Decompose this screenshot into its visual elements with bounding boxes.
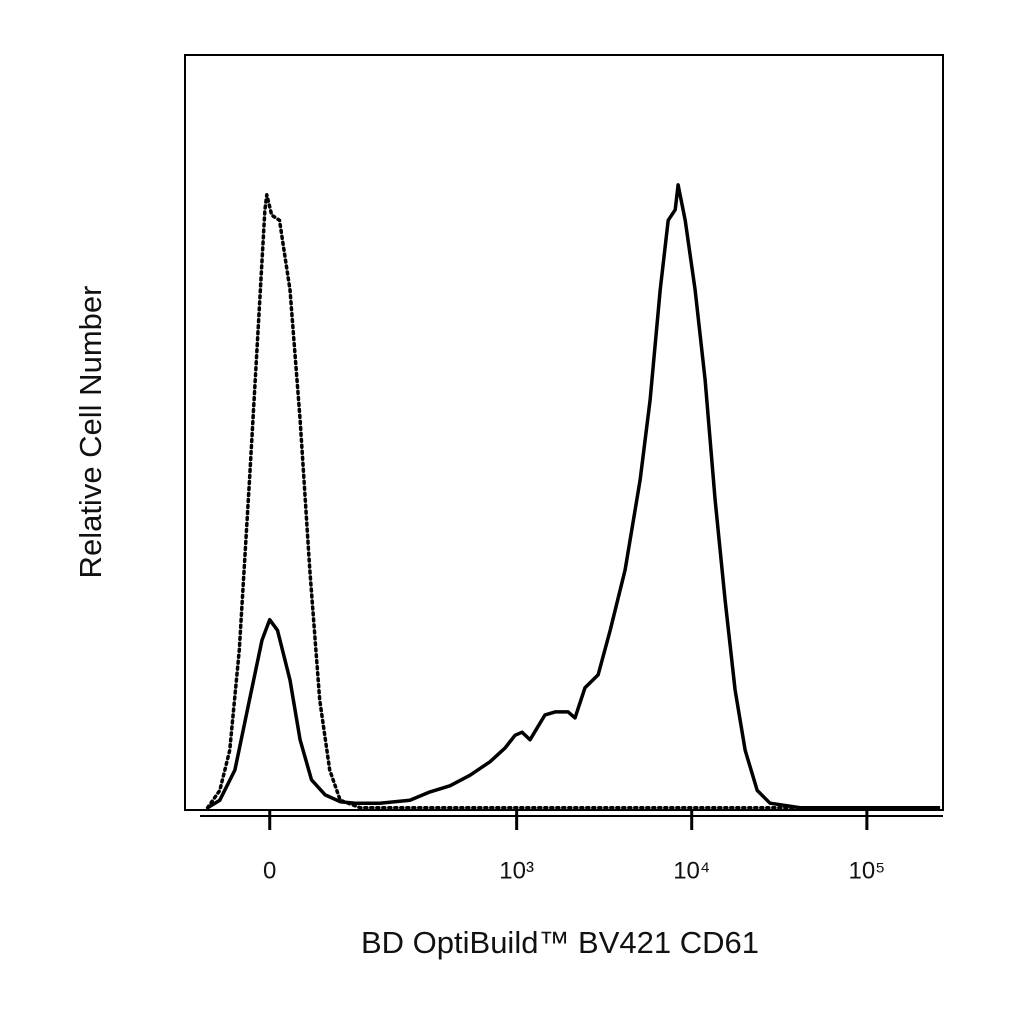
x-axis-label: BD OptiBuild™ BV421 CD61 [361,925,759,960]
y-axis-label: Relative Cell Number [73,286,108,579]
histogram-line [206,183,941,810]
x-tick-label: 10⁵ [849,857,886,884]
x-tick-label: 10⁴ [673,857,710,884]
histogram-line [205,192,942,810]
plot-frame [184,54,944,811]
x-tick-label: 10³ [499,857,534,884]
x-tick-label: 0 [263,857,276,884]
